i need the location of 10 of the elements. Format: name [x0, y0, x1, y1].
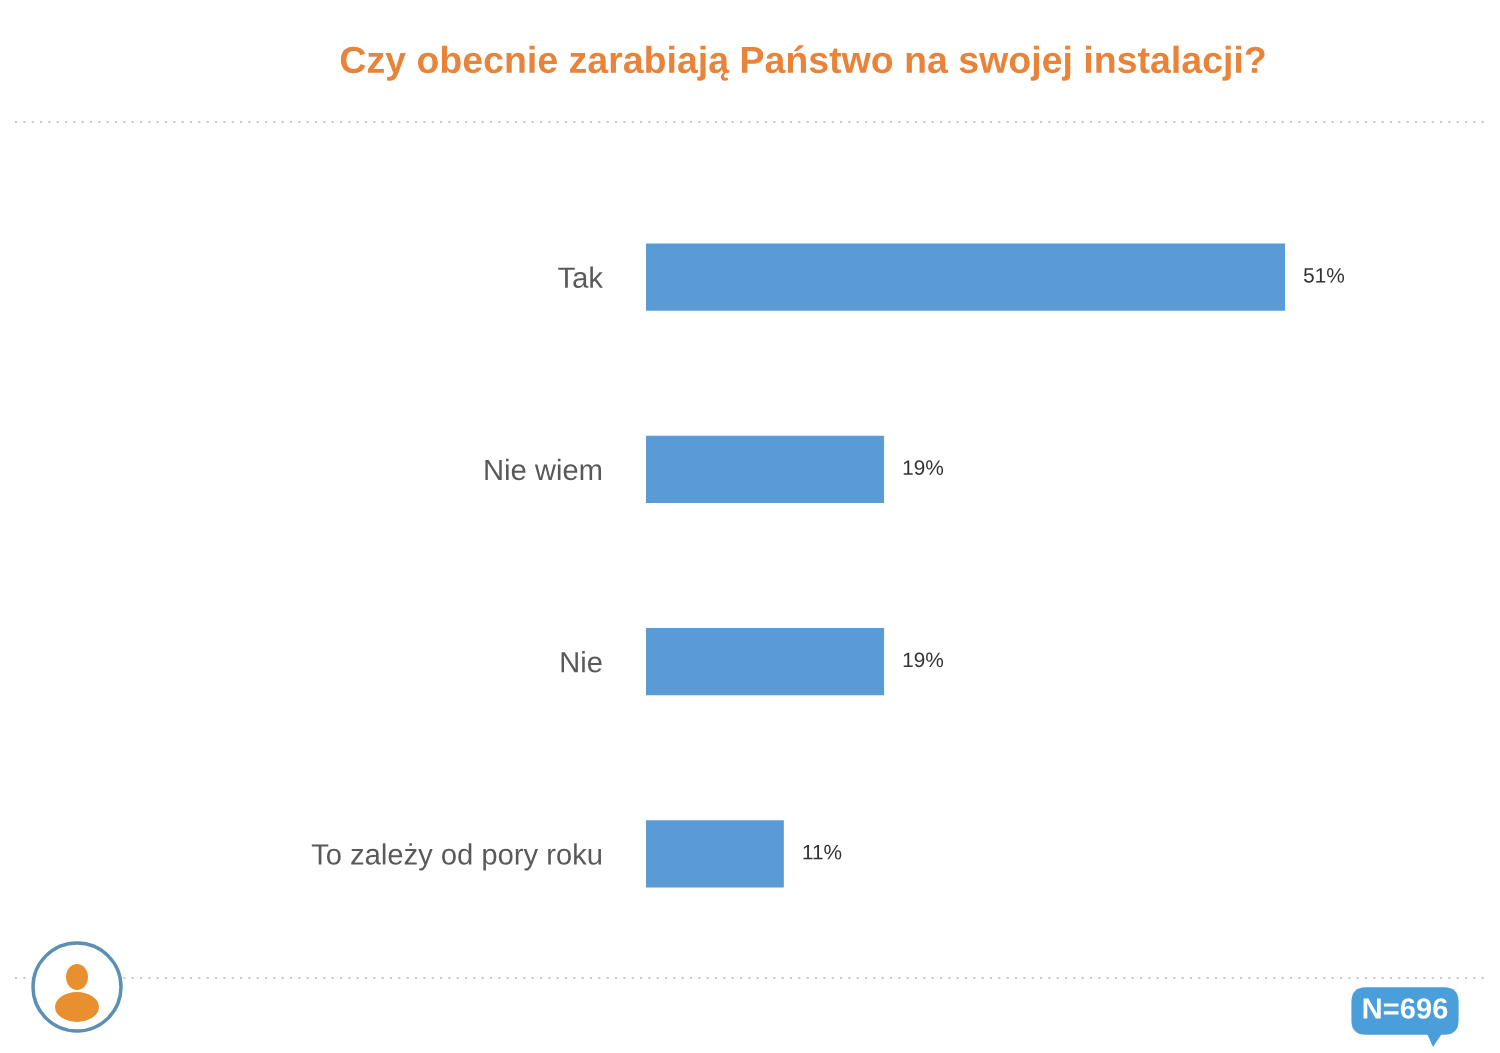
y-tick-label: Nie wiem — [485, 458, 602, 481]
data-label: 19% — [903, 460, 944, 475]
y-tick-label: To zależy od pory roku — [311, 843, 602, 871]
data-label: 11% — [803, 844, 842, 860]
data-label: 51% — [1303, 268, 1345, 283]
text: N=696 — [1363, 998, 1448, 1019]
chart-title: Czy obecnie zarabiają Państwo na swojej instalacji? — [340, 45, 1265, 81]
y-tick-label: Tak — [558, 266, 603, 288]
data-label: 19% — [903, 652, 944, 668]
y-tick-label: Nie — [561, 651, 602, 673]
